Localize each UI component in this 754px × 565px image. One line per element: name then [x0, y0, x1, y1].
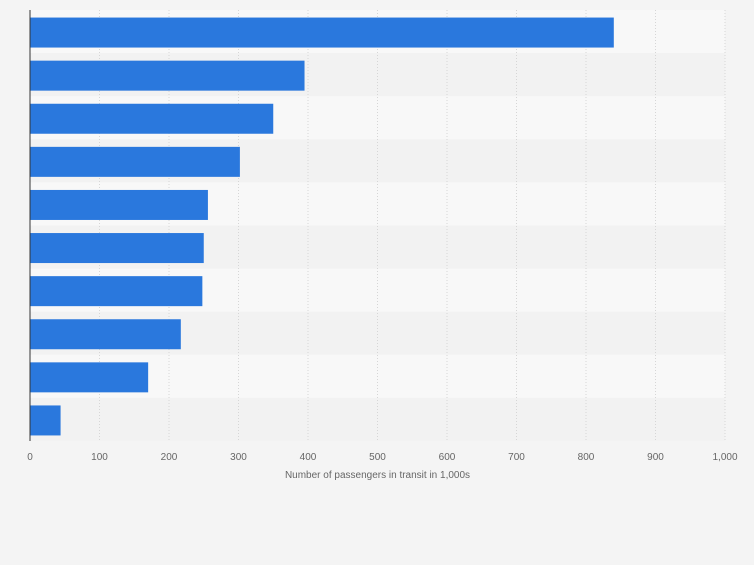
bar: [30, 146, 240, 177]
x-tick-label: 1,000: [712, 452, 737, 463]
bar: [30, 276, 203, 307]
x-tick-label: 200: [161, 452, 178, 463]
bar: [30, 189, 208, 220]
x-tick-label: 500: [369, 452, 386, 463]
bar: [30, 362, 149, 393]
bar: [30, 60, 305, 91]
x-tick-label: 800: [578, 452, 595, 463]
x-tick-label: 900: [647, 452, 664, 463]
bar: [30, 233, 204, 264]
x-tick-label: 600: [439, 452, 456, 463]
x-tick-label: 100: [91, 452, 108, 463]
bar: [30, 17, 614, 48]
bar: [30, 103, 274, 134]
x-tick-label: 400: [300, 452, 317, 463]
x-axis-label: Number of passengers in transit in 1,000…: [285, 470, 470, 481]
bar: [30, 405, 61, 436]
x-tick-label: 700: [508, 452, 525, 463]
x-tick-label: 0: [27, 452, 33, 463]
x-tick-label: 300: [230, 452, 247, 463]
bar: [30, 319, 181, 350]
row-band: [30, 397, 725, 441]
bars-group: [30, 17, 614, 436]
x-tick-labels: 0 100 200 300 400 500 600 700 800 900 1,000: [27, 452, 738, 463]
